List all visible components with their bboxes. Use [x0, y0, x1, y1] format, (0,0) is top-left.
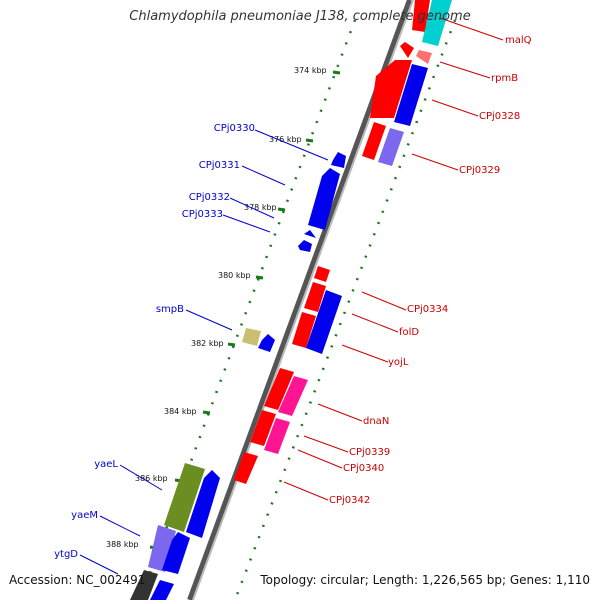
gene-label[interactable]: CPj0328	[479, 111, 520, 122]
gene-label[interactable]: yaeM	[71, 510, 98, 521]
leader-lines	[79, 17, 504, 575]
right-gene-labels: malQ rpmB CPj0328 CPj0329 CPj0334 folD y…	[329, 35, 532, 506]
gene-yaeL-2[interactable]	[186, 470, 220, 538]
tick-label: 388 kbp	[106, 540, 139, 549]
gene-cpj0329[interactable]	[362, 122, 386, 160]
gene-cpj0334-2[interactable]	[304, 282, 326, 312]
topology-text: Topology: circular; Length: 1,226,565 bp…	[260, 573, 590, 587]
gene-cpj0329-2[interactable]	[378, 128, 404, 166]
tick-label: 376 kbp	[269, 135, 302, 144]
tick-label: 380 kbp	[218, 271, 251, 280]
gene-yaeL[interactable]	[164, 463, 205, 532]
gene-label[interactable]: malQ	[505, 35, 532, 46]
gene-yaeM[interactable]	[148, 525, 176, 572]
gene-cpj0342[interactable]	[234, 452, 258, 484]
gene-cpj0332[interactable]	[304, 230, 316, 238]
gene-label[interactable]: dnaN	[363, 416, 389, 427]
gene-label[interactable]: ytgD	[54, 549, 78, 560]
gene-label[interactable]: CPj0332	[189, 192, 230, 203]
tick-label: 386 kbp	[135, 474, 168, 483]
gene-smpB-2[interactable]	[258, 334, 275, 352]
gene-yaeM-2[interactable]	[162, 532, 190, 574]
gene-label[interactable]: CPj0331	[199, 160, 240, 171]
gene-ytgD-2[interactable]	[150, 580, 174, 600]
gene-label[interactable]: CPj0334	[407, 304, 448, 315]
gene-cpj0331[interactable]	[308, 168, 340, 230]
gene-label[interactable]: yaeL	[94, 459, 118, 470]
tick-label: 374 kbp	[294, 66, 327, 75]
forward-genes	[234, 0, 452, 484]
gene-rpmB[interactable]	[416, 50, 432, 64]
gene-label[interactable]: CPj0329	[459, 165, 500, 176]
tick-label: 382 kbp	[191, 339, 224, 348]
map-title: Chlamydophila pneumoniae J138, complete …	[129, 9, 471, 24]
accession-text: Accession: NC_002491	[9, 573, 146, 587]
gene-label[interactable]: smpB	[156, 304, 184, 315]
reverse-genes	[130, 152, 346, 600]
gene-yojL[interactable]	[306, 290, 342, 354]
gene-cpj0334[interactable]	[314, 266, 330, 282]
gene-label[interactable]: CPj0330	[214, 123, 255, 134]
gene-label[interactable]: CPj0333	[182, 209, 223, 220]
gene-cpj0339[interactable]	[250, 410, 276, 446]
tick-label: 378 kbp	[244, 203, 277, 212]
gene-dnaN[interactable]	[264, 368, 294, 410]
gene-malQ[interactable]	[412, 0, 430, 32]
gene-cpj0328[interactable]	[370, 60, 412, 118]
left-gene-labels: CPj0330 CPj0331 CPj0332 CPj0333 smpB yae…	[54, 123, 255, 560]
gene-label[interactable]: CPj0342	[329, 495, 370, 506]
gene-label[interactable]: yojL	[388, 357, 409, 368]
gene-smpB[interactable]	[242, 328, 261, 346]
gene-label[interactable]: rpmB	[491, 73, 518, 84]
gene-cpj0328-2[interactable]	[394, 64, 428, 126]
gene-cpj0330[interactable]	[331, 152, 346, 168]
gene-folD[interactable]	[292, 312, 316, 348]
tick-label: 384 kbp	[164, 407, 197, 416]
gene-ytgD[interactable]	[130, 570, 158, 600]
gene-malQ-3[interactable]	[400, 42, 414, 58]
gene-dnaN-2[interactable]	[278, 376, 308, 416]
gene-label[interactable]: folD	[399, 327, 419, 338]
gene-label[interactable]: CPj0340	[343, 463, 384, 474]
gene-cpj0333[interactable]	[298, 240, 312, 252]
kbp-labels: 374 kbp 376 kbp 378 kbp 380 kbp 382 kbp …	[106, 66, 327, 549]
gene-cpj0340[interactable]	[264, 418, 290, 454]
gene-malQ-2[interactable]	[422, 0, 452, 46]
gene-label[interactable]: CPj0339	[349, 447, 390, 458]
